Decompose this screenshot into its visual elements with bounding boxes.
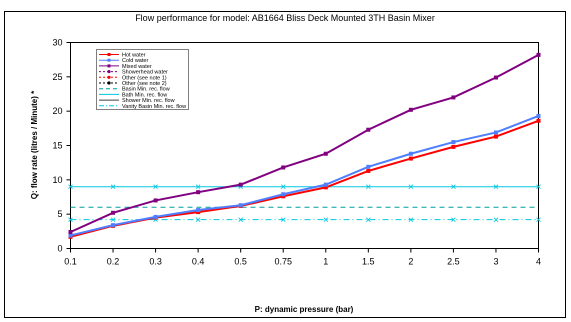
- reference-marker: [536, 184, 541, 189]
- reference-marker: [68, 217, 73, 222]
- data-point: [281, 192, 286, 197]
- data-point: [281, 194, 286, 199]
- x-tick-label: 0.2: [107, 257, 120, 267]
- reference-marker: [366, 184, 371, 189]
- legend-swatch-marker: [107, 58, 111, 62]
- x-tick-label: 0.5: [234, 257, 247, 267]
- data-point: [323, 185, 328, 190]
- data-point: [408, 151, 413, 156]
- legend-label: Vanity Basin Min. rec. flow: [122, 104, 186, 110]
- data-point: [196, 190, 201, 195]
- x-tick-label: 2: [408, 257, 413, 267]
- x-tick-label: 0.3: [149, 257, 162, 267]
- data-point: [281, 165, 286, 170]
- legend-label: Showerhead water: [122, 70, 168, 76]
- legend-label: Hot water: [122, 53, 146, 59]
- data-point: [153, 214, 158, 219]
- legend-swatch-marker: [107, 75, 111, 79]
- reference-marker: [493, 184, 499, 189]
- reference-marker: [110, 184, 116, 189]
- legend-swatch-marker: [107, 70, 111, 74]
- data-point: [536, 118, 541, 123]
- data-point: [238, 182, 243, 187]
- legend-swatch-marker: [107, 64, 111, 68]
- y-tick-label: 0: [57, 244, 62, 254]
- reference-marker: [68, 184, 73, 189]
- data-point: [451, 95, 456, 100]
- y-axis-title: Q: flow rate (litres / Minute) *: [30, 90, 39, 199]
- x-tick-label: 0.1: [64, 257, 77, 267]
- legend-label: Other (see note 2): [122, 81, 167, 87]
- legend-swatch-marker: [107, 53, 111, 56]
- legend-swatch-marker: [107, 81, 111, 85]
- legend-label: Other (see note 1): [122, 75, 167, 81]
- legend-label: Cold water: [122, 58, 148, 64]
- legend-box: [96, 49, 189, 110]
- legend-label: Basin Min. rec. flow: [122, 87, 170, 93]
- reference-marker: [110, 217, 116, 222]
- chart-title: Flow performance for model: AB1664 Bliss…: [135, 13, 435, 23]
- y-tick-label: 20: [52, 106, 62, 116]
- data-point: [451, 144, 456, 149]
- x-tick-label: 0.75: [274, 257, 292, 267]
- y-tick-label: 25: [52, 72, 62, 82]
- data-point: [196, 208, 201, 213]
- y-tick-label: 10: [52, 175, 62, 185]
- y-tick-label: 30: [52, 38, 62, 48]
- data-point: [366, 164, 371, 169]
- data-point: [366, 168, 371, 173]
- axis-ticks-layer: 0 5 10 15 20 25 30 0.1 0.2 0.3 0.4 0.5 0.75 1 1.5 2 2.5 3…: [52, 38, 541, 267]
- data-point: [493, 134, 498, 139]
- data-point: [366, 127, 371, 132]
- legend-label: Mixed water: [122, 64, 152, 70]
- data-point: [408, 156, 413, 161]
- series-line: [70, 53, 539, 233]
- reference-marker: [451, 217, 456, 222]
- reference-marker: [408, 217, 414, 222]
- x-tick-label: 1: [323, 257, 328, 267]
- reference-marker: [366, 217, 371, 222]
- data-point: [493, 75, 498, 80]
- reference-marker: [323, 217, 329, 222]
- reference-marker: [451, 184, 456, 189]
- x-tick-label: 0.4: [192, 257, 205, 267]
- reference-marker: [238, 217, 243, 222]
- data-point: [536, 113, 541, 118]
- data-point: [238, 203, 243, 208]
- series-layer: [68, 52, 541, 239]
- reference-marker: [280, 217, 286, 222]
- x-tick-label: 1.5: [362, 257, 375, 267]
- reference-marker: [153, 184, 158, 189]
- y-tick-label: 5: [57, 209, 62, 219]
- legend-label: Bath Min. rec. flow: [122, 92, 167, 98]
- x-axis-title: P: dynamic pressure (bar): [255, 305, 354, 314]
- series-line: [70, 115, 539, 237]
- y-tick-label: 15: [52, 141, 62, 151]
- data-point: [408, 107, 413, 112]
- data-point: [536, 52, 541, 57]
- data-point: [493, 130, 498, 135]
- data-point: [153, 198, 158, 203]
- data-point: [323, 182, 328, 187]
- data-point: [451, 140, 456, 145]
- reference-marker: [493, 217, 499, 222]
- data-point: [111, 210, 116, 215]
- data-point: [68, 230, 73, 235]
- reference-marker: [536, 217, 541, 222]
- reference-marker: [408, 184, 414, 189]
- data-point: [323, 151, 328, 156]
- x-tick-label: 2.5: [447, 257, 460, 267]
- reference-marker: [280, 184, 286, 189]
- reference-marker: [195, 217, 201, 222]
- data-point: [196, 210, 201, 215]
- legend-label: Shower Min. rec. flow: [122, 98, 175, 104]
- data-point: [68, 233, 73, 238]
- reference-marker: [195, 184, 201, 189]
- x-tick-label: 3: [493, 257, 498, 267]
- x-tick-label: 4: [536, 257, 541, 267]
- data-point: [111, 223, 116, 228]
